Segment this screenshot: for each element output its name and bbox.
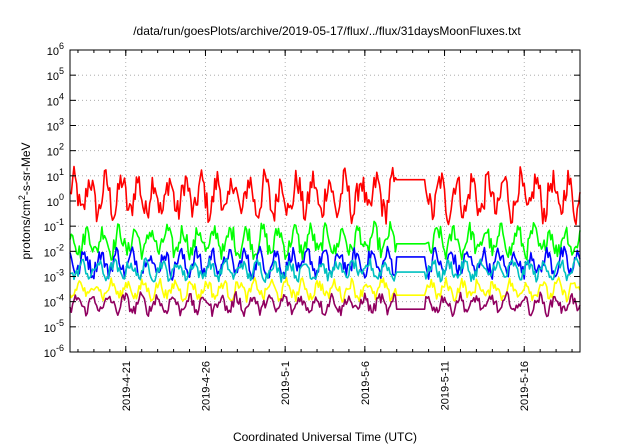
y-tick-label: 10-4 — [44, 293, 64, 310]
x-tick-label: 2019-5-16 — [519, 361, 531, 411]
y-tick-label: 104 — [47, 91, 64, 108]
x-axis-ticks: 2019-4-21 2019-4-26 2019-5-1 2019-5-6 2019-5… — [77, 50, 573, 411]
y-axis-ticks: 10-6 10-5 10-4 10-3 10-2 10-1 100 101 102 103 104 1… — [44, 41, 580, 360]
x-tick-label: 2019-5-11 — [440, 361, 452, 410]
series-lines — [69, 165, 581, 318]
y-tick-label: 102 — [47, 142, 64, 159]
chart-title: /data/run/goesPlots/archive/2019-05-17/f… — [133, 24, 521, 38]
series-line-6 — [69, 291, 581, 318]
series-line-2 — [69, 220, 581, 261]
series-line-4 — [70, 256, 581, 283]
series-line-1 — [69, 165, 581, 226]
y-tick-label: 10-3 — [44, 268, 64, 285]
y-axis-label: protons/cm2-s-sr-MeV — [17, 142, 33, 259]
y-tick-label: 103 — [47, 117, 64, 134]
y-tick-label: 10-5 — [44, 318, 64, 335]
y-tick-label: 105 — [47, 66, 64, 83]
y-tick-label: 106 — [47, 41, 64, 58]
series-line-3 — [69, 245, 581, 281]
y-tick-label: 100 — [47, 192, 64, 209]
x-tick-label: 2019-5-1 — [280, 361, 292, 405]
y-tick-label: 10-6 — [44, 343, 64, 360]
y-tick-label: 10-2 — [44, 242, 64, 259]
y-tick-label: 10-1 — [44, 217, 64, 234]
x-tick-label: 2019-4-21 — [121, 361, 133, 411]
series-line-5 — [69, 276, 581, 303]
x-tick-label: 2019-4-26 — [200, 361, 212, 411]
y-tick-label: 101 — [47, 167, 64, 184]
x-tick-label: 2019-5-6 — [360, 361, 372, 405]
x-axis-label: Coordinated Universal Time (UTC) — [233, 430, 417, 444]
